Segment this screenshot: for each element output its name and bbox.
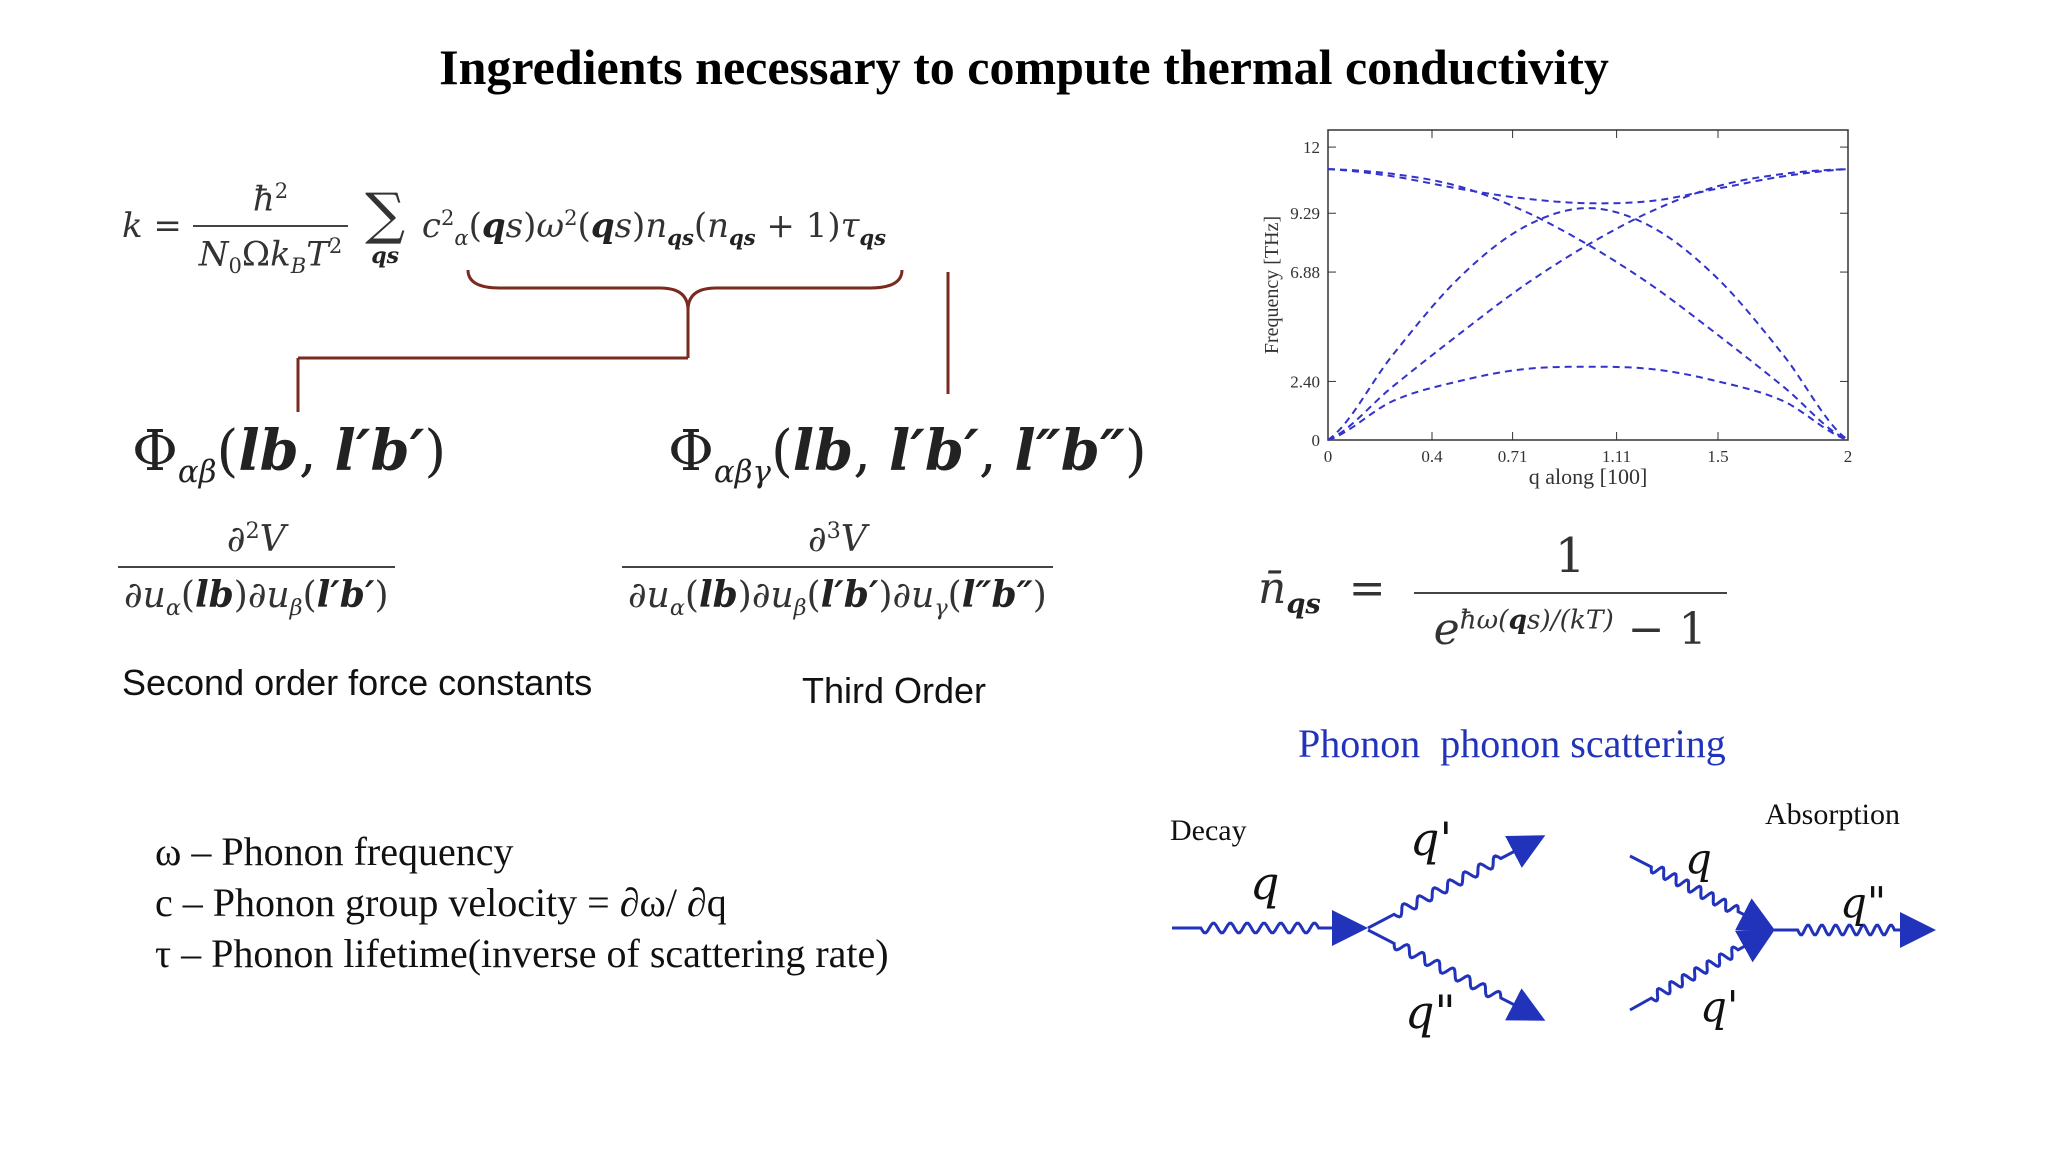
legend-c: c – Phonon group velocity = ∂ω/ ∂q: [155, 880, 727, 925]
dispersion-branch-1: [1327, 168, 1849, 441]
legend-omega: ω – Phonon frequency: [155, 829, 514, 874]
phi-third-order: Φαβγ(lb, l′b′, l″b″): [668, 418, 1147, 491]
absorption-q-in2: q': [1700, 982, 1739, 1031]
y-tick-label: 2.40: [1290, 372, 1320, 391]
third-order-derivative: ∂3V ∂uα(lb)∂uβ(l′b′)∂uγ(l″b″): [622, 518, 1053, 621]
decay-incoming-phonon: [1172, 910, 1368, 946]
caption-second-order: Second order force constants: [122, 662, 593, 703]
legend-tau: τ – Phonon lifetime(inverse of scatterin…: [155, 931, 889, 976]
absorption-incoming-phonon-1: [1629, 854, 1776, 931]
dispersion-branch-3: [1327, 365, 1849, 441]
y-tick-label: 6.88: [1290, 263, 1320, 282]
dispersion-branch-4: [1327, 168, 1849, 205]
phi-second-order: Φαβ(lb, l′b′): [132, 418, 447, 491]
y-tick-label: 9.29: [1290, 204, 1320, 223]
decay-q-out2: q": [1405, 985, 1456, 1039]
caption-third-order: Third Order: [802, 670, 987, 711]
absorption-diagram: [1629, 854, 1936, 1012]
decay-diagram: [1172, 835, 1546, 1021]
dispersion-branch-2: [1327, 207, 1849, 441]
x-axis-label: q along [100]: [1529, 464, 1648, 489]
decay-q-in: q: [1250, 856, 1280, 910]
scattering-title: Phonon phonon scattering: [1298, 721, 1726, 766]
occupation-formula: n̄qs = 1 eħω(qs)/(kT) − 1: [1258, 528, 1727, 655]
x-tick-label: 0: [1324, 447, 1333, 466]
decay-q-out1: q': [1410, 812, 1453, 866]
x-tick-label: 0.71: [1498, 447, 1528, 466]
absorption-q-out: q": [1840, 878, 1887, 927]
slide-title: Ingredients necessary to compute thermal…: [439, 39, 1609, 95]
plot-frame: [1327, 129, 1849, 441]
y-tick-label: 0: [1312, 431, 1321, 450]
decay-label: Decay: [1170, 814, 1247, 847]
absorption-outgoing-phonon: [1774, 912, 1936, 948]
absorption-q-in1: q: [1685, 834, 1712, 883]
symbol-legend: ω – Phonon frequency c – Phonon group ve…: [155, 828, 889, 981]
phonon-dispersion-chart: 0 0.4 0.71 1.11 1.5 2 0 2.40 6.88 9.29 12 q along […: [1261, 129, 1853, 489]
decay-outgoing-phonon-2: [1367, 928, 1546, 1021]
decay-outgoing-phonon-1: [1367, 835, 1546, 930]
absorption-label: Absorption: [1765, 798, 1900, 831]
x-tick-label: 1.11: [1602, 447, 1631, 466]
y-axis-label: Frequency [THz]: [1261, 216, 1283, 354]
x-tick-label: 0.4: [1421, 447, 1443, 466]
x-tick-label: 2: [1844, 447, 1853, 466]
dispersion-branch-5: [1327, 168, 1849, 441]
second-order-derivative: ∂2V ∂uα(lb)∂uβ(l′b′): [118, 518, 395, 621]
x-tick-label: 1.5: [1707, 447, 1728, 466]
absorption-incoming-phonon-2: [1629, 929, 1776, 1012]
y-tick-label: 12: [1303, 138, 1320, 157]
k-formula: k = ħ2 N0ΩkBT2 ∑ qs c2α(qs)ω2(qs)nqs(nqs…: [122, 178, 887, 279]
